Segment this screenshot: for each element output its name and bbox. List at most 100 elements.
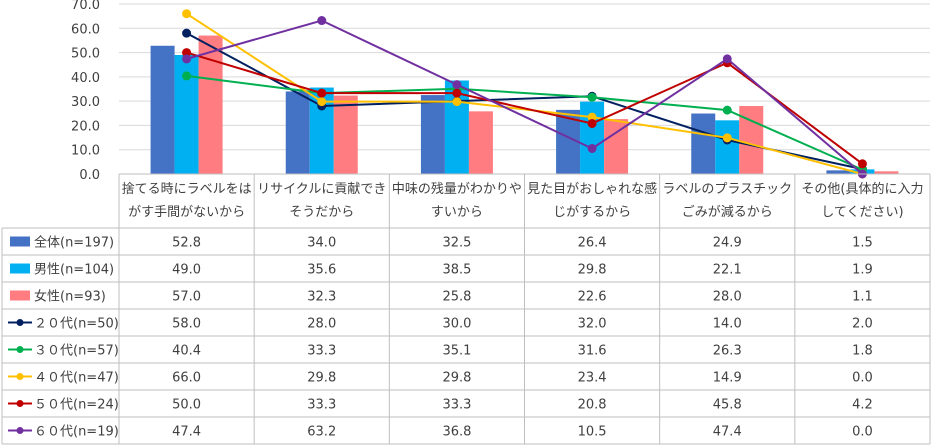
series-marker: [182, 71, 192, 81]
category-label: 捨てる時にラベルをは: [122, 181, 252, 197]
table-value: 35.1: [442, 344, 471, 359]
category-label: ラベルのプラスチック: [662, 182, 792, 197]
table-value: 47.4: [172, 425, 201, 440]
table-value: 36.8: [442, 425, 471, 440]
table-value: 0.0: [852, 425, 873, 440]
table-value: 28.0: [307, 317, 336, 332]
legend-key-marker: [16, 346, 24, 353]
bar: [468, 111, 493, 174]
bar: [150, 45, 175, 175]
table-value: 49.0: [172, 263, 201, 278]
series-marker: [182, 28, 192, 38]
table-value: 47.4: [713, 425, 742, 440]
table-value: 29.8: [578, 263, 607, 278]
table-value: 33.3: [442, 398, 471, 413]
series-line: [186, 19, 864, 175]
series-marker: [587, 92, 597, 102]
table-value: 2.0: [852, 317, 873, 332]
legend-key-marker: [16, 427, 24, 434]
y-tick-label: 50.0: [71, 47, 100, 62]
category-label: リサイクルに貢献でき: [257, 182, 386, 197]
legend-label: ５０代(n=24): [34, 398, 119, 413]
series-line: [186, 74, 863, 171]
table-value: 20.8: [578, 398, 607, 413]
table-value: 32.3: [307, 290, 336, 305]
series-marker: [857, 159, 867, 169]
series-marker: [317, 88, 327, 98]
table-value: 33.3: [307, 398, 336, 413]
y-tick-label: 20.0: [71, 119, 100, 134]
series-marker: [587, 118, 597, 128]
bar: [420, 95, 445, 174]
table-value: 22.6: [578, 290, 607, 305]
category-label: 中味の残量がわかりや: [392, 182, 522, 197]
y-tick-label: 30.0: [71, 95, 100, 110]
table-value: 66.0: [172, 371, 201, 386]
series-marker: [722, 54, 732, 64]
series-marker: [182, 9, 192, 19]
table-value: 32.5: [442, 236, 471, 251]
table-value: 1.8: [852, 344, 873, 359]
series-marker: [587, 112, 597, 122]
table-value: 26.3: [713, 344, 742, 359]
table-value: 14.0: [713, 317, 742, 332]
legend-key-marker: [16, 400, 24, 407]
table-value: 22.1: [713, 263, 742, 278]
table-value: 29.8: [442, 371, 471, 386]
bar: [580, 101, 605, 174]
legend-label: ６０代(n=19): [34, 425, 119, 440]
category-label: がす手間がないから: [128, 205, 245, 220]
bar: [826, 170, 851, 174]
category-label: すいから: [431, 205, 483, 220]
table-value: 38.5: [442, 263, 471, 278]
legend-key-marker: [16, 373, 24, 380]
category-label: じがするから: [553, 205, 631, 220]
table-value: 63.2: [307, 425, 336, 440]
legend-label: ２０代(n=50): [34, 317, 119, 332]
series-marker: [317, 97, 327, 107]
table-value: 1.9: [852, 263, 873, 278]
table-value: 30.0: [442, 317, 471, 332]
category-label: 見た目がおしゃれな感: [527, 181, 657, 197]
table-value: 26.4: [578, 236, 607, 251]
table-value: 57.0: [172, 290, 201, 305]
table-value: 35.6: [307, 263, 336, 278]
series-line: [186, 51, 864, 165]
table-value: 29.8: [307, 371, 336, 386]
series-marker: [722, 105, 732, 115]
bar: [691, 113, 716, 174]
table-value: 28.0: [713, 290, 742, 305]
y-axis-tick-labels: 0.0 10.0 20.0 30.0 40.0 50.0 60.0 70.0: [71, 0, 100, 183]
lines: [182, 9, 867, 179]
category-label: その他(具体的に入力: [801, 181, 923, 197]
table-value: 25.8: [442, 290, 471, 305]
category-label: ごみが減るから: [682, 204, 773, 220]
legend-label: 男性(n=104): [34, 263, 114, 278]
y-tick-label: 40.0: [71, 71, 100, 86]
gridlines: [119, 3, 930, 175]
table-value: 31.6: [578, 344, 607, 359]
legend-key: [10, 263, 30, 274]
legend-label: ３０代(n=57): [34, 344, 119, 359]
y-tick-label: 0.0: [79, 168, 100, 183]
table-value: 33.3: [307, 344, 336, 359]
table-value: 34.0: [307, 236, 336, 251]
series-marker: [317, 16, 327, 26]
legend-key-marker: [16, 319, 24, 326]
series-marker: [722, 133, 732, 143]
table-value: 45.8: [713, 398, 742, 413]
legend-label: 全体(n=197): [34, 235, 114, 251]
series-marker: [452, 80, 462, 90]
series-marker: [452, 88, 462, 98]
table-value: 50.0: [172, 398, 201, 413]
table-value: 4.2: [852, 398, 873, 413]
table-value: 10.5: [578, 425, 607, 440]
series-marker: [452, 97, 462, 107]
legend-label: 女性(n=93): [34, 289, 106, 305]
bar: [715, 120, 740, 174]
series-marker: [587, 144, 597, 153]
table-value: 1.5: [852, 236, 873, 251]
bar: [874, 171, 899, 174]
